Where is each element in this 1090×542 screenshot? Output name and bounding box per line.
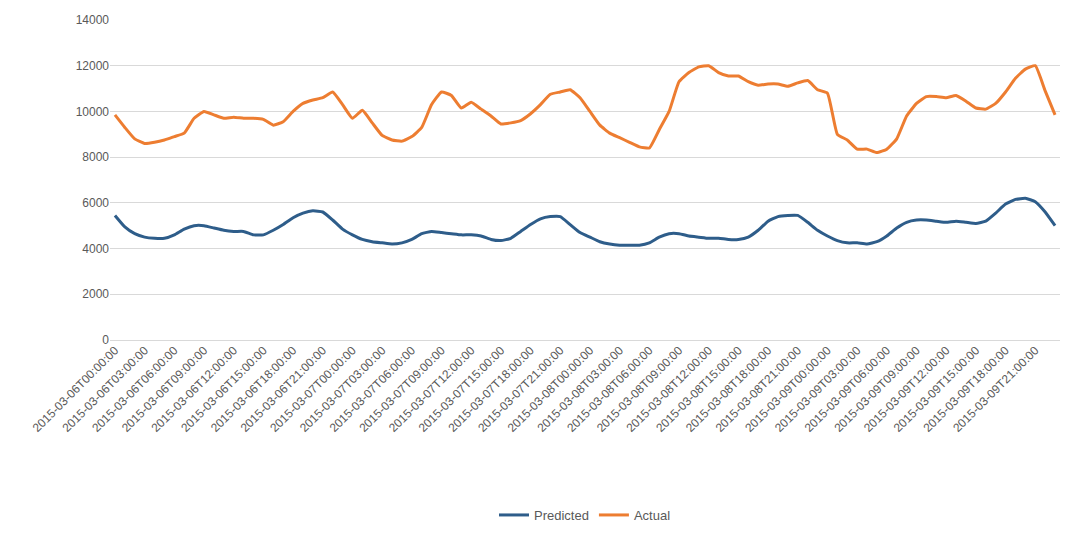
svg-text:2015-03-06T00:00:00: 2015-03-06T00:00:00 — [30, 343, 122, 435]
svg-text:Actual: Actual — [634, 508, 670, 523]
svg-text:2015-03-06T09:00:00: 2015-03-06T09:00:00 — [119, 343, 211, 435]
svg-text:14000: 14000 — [76, 13, 110, 27]
svg-text:2015-03-09T18:00:00: 2015-03-09T18:00:00 — [920, 343, 1012, 435]
svg-text:2015-03-06T12:00:00: 2015-03-06T12:00:00 — [149, 343, 241, 435]
svg-text:2015-03-07T21:00:00: 2015-03-07T21:00:00 — [475, 343, 567, 435]
svg-text:2015-03-08T06:00:00: 2015-03-08T06:00:00 — [564, 343, 656, 435]
svg-text:12000: 12000 — [76, 59, 110, 73]
svg-text:2015-03-08T12:00:00: 2015-03-08T12:00:00 — [624, 343, 716, 435]
svg-text:8000: 8000 — [82, 150, 109, 164]
svg-text:2015-03-07T18:00:00: 2015-03-07T18:00:00 — [445, 343, 537, 435]
svg-text:2015-03-07T06:00:00: 2015-03-07T06:00:00 — [327, 343, 419, 435]
svg-text:2015-03-09T12:00:00: 2015-03-09T12:00:00 — [861, 343, 953, 435]
svg-text:2015-03-09T15:00:00: 2015-03-09T15:00:00 — [891, 343, 983, 435]
svg-text:2015-03-08T09:00:00: 2015-03-08T09:00:00 — [594, 343, 686, 435]
svg-text:2015-03-07T09:00:00: 2015-03-07T09:00:00 — [356, 343, 448, 435]
svg-text:2015-03-09T09:00:00: 2015-03-09T09:00:00 — [831, 343, 923, 435]
svg-text:2015-03-08T00:00:00: 2015-03-08T00:00:00 — [505, 343, 597, 435]
svg-text:2015-03-07T12:00:00: 2015-03-07T12:00:00 — [386, 343, 478, 435]
svg-text:2015-03-06T21:00:00: 2015-03-06T21:00:00 — [238, 343, 330, 435]
svg-text:2015-03-09T21:00:00: 2015-03-09T21:00:00 — [950, 343, 1042, 435]
svg-text:2015-03-07T03:00:00: 2015-03-07T03:00:00 — [297, 343, 389, 435]
svg-text:2015-03-09T06:00:00: 2015-03-09T06:00:00 — [802, 343, 894, 435]
svg-text:2015-03-08T21:00:00: 2015-03-08T21:00:00 — [713, 343, 805, 435]
svg-text:10000: 10000 — [76, 105, 110, 119]
svg-text:2015-03-07T00:00:00: 2015-03-07T00:00:00 — [267, 343, 359, 435]
svg-text:2000: 2000 — [82, 287, 109, 301]
svg-text:2015-03-06T06:00:00: 2015-03-06T06:00:00 — [89, 343, 181, 435]
svg-text:2015-03-06T15:00:00: 2015-03-06T15:00:00 — [178, 343, 270, 435]
svg-text:2015-03-08T18:00:00: 2015-03-08T18:00:00 — [683, 343, 775, 435]
svg-text:Predicted: Predicted — [534, 508, 589, 523]
svg-text:2015-03-08T03:00:00: 2015-03-08T03:00:00 — [534, 343, 626, 435]
svg-text:4000: 4000 — [82, 242, 109, 256]
svg-text:2015-03-09T03:00:00: 2015-03-09T03:00:00 — [772, 343, 864, 435]
svg-text:2015-03-07T15:00:00: 2015-03-07T15:00:00 — [416, 343, 508, 435]
svg-text:2015-03-06T18:00:00: 2015-03-06T18:00:00 — [208, 343, 300, 435]
svg-text:6000: 6000 — [82, 196, 109, 210]
svg-text:0: 0 — [102, 333, 109, 347]
svg-text:2015-03-09T00:00:00: 2015-03-09T00:00:00 — [742, 343, 834, 435]
svg-text:2015-03-06T03:00:00: 2015-03-06T03:00:00 — [59, 343, 151, 435]
svg-text:2015-03-08T15:00:00: 2015-03-08T15:00:00 — [653, 343, 745, 435]
